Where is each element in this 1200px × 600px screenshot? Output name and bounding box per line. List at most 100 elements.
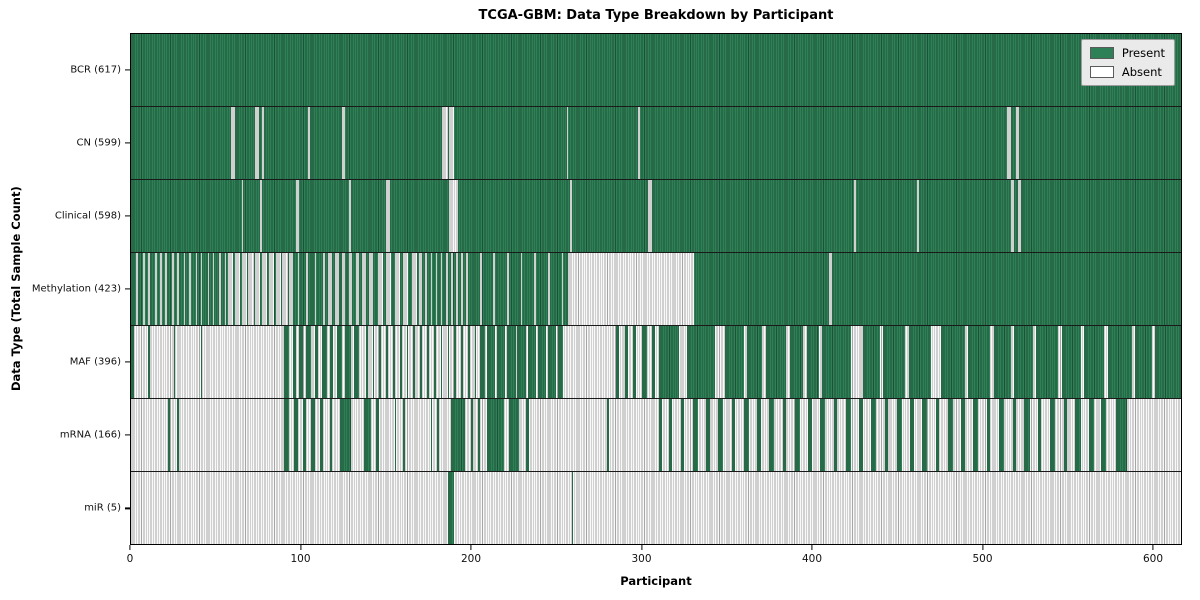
absent-run — [154, 253, 157, 325]
present-run — [624, 326, 628, 398]
present-run — [668, 399, 673, 471]
absent-run — [171, 253, 174, 325]
present-run — [440, 326, 443, 398]
present-run — [993, 326, 1011, 398]
absent-run — [561, 253, 564, 325]
legend: Present Absent — [1080, 39, 1175, 86]
absent-run — [183, 253, 186, 325]
heatmap-row-cn — [131, 106, 1181, 179]
present-run — [789, 326, 804, 398]
present-run — [1049, 399, 1056, 471]
absent-run — [165, 253, 167, 325]
present-run — [176, 399, 179, 471]
y-tick-mark — [125, 142, 130, 144]
absent-run — [348, 253, 353, 325]
present-run — [1014, 326, 1033, 398]
present-run — [757, 399, 761, 471]
present-run — [821, 326, 851, 398]
absent-run — [418, 253, 422, 325]
absent-run — [493, 253, 496, 325]
present-run — [474, 326, 477, 398]
heatmap-row-clinical — [131, 179, 1181, 252]
present-run — [321, 326, 327, 398]
present-run — [302, 399, 307, 471]
present-run — [427, 326, 429, 398]
present-run — [1061, 326, 1081, 398]
absent-run — [268, 253, 274, 325]
y-tick-mark — [125, 68, 130, 71]
absent-run — [200, 253, 203, 325]
present-run — [973, 399, 979, 471]
present-run — [871, 399, 877, 471]
plot-area: Present Absent — [130, 33, 1182, 545]
absent-run — [296, 180, 300, 252]
present-run — [430, 399, 433, 471]
present-run — [437, 399, 439, 471]
present-run — [947, 399, 953, 471]
present-run — [306, 326, 312, 398]
present-run — [1116, 399, 1127, 471]
absent-run — [403, 253, 409, 325]
absent-run — [450, 253, 453, 325]
absent-run — [282, 253, 288, 325]
present-run — [820, 399, 826, 471]
absent-run — [377, 253, 383, 325]
x-tick-mark — [640, 545, 643, 550]
x-tick-label-300: 300 — [631, 553, 652, 565]
x-tick-label-200: 200 — [460, 553, 482, 565]
x-tick-mark — [299, 545, 302, 550]
present-run — [399, 326, 402, 398]
y-tick-mark — [125, 361, 130, 363]
present-run — [558, 326, 564, 398]
heatmap-row-mir — [131, 471, 1181, 544]
absent-run — [456, 253, 458, 325]
present-run — [413, 326, 416, 398]
present-run — [1063, 399, 1067, 471]
present-run — [379, 326, 382, 398]
absent-run — [547, 253, 550, 325]
absent-run — [255, 107, 259, 179]
present-run — [376, 399, 380, 471]
present-run — [769, 399, 775, 471]
absent-run — [425, 253, 428, 325]
absent-run — [212, 253, 215, 325]
absent-run — [262, 253, 268, 325]
present-run — [148, 326, 150, 398]
present-run — [406, 326, 409, 398]
present-run — [806, 326, 819, 398]
y-tick-label-mrna: mRNA (166) — [59, 429, 121, 441]
present-run — [353, 326, 360, 398]
present-run — [884, 399, 889, 471]
absent-run — [148, 253, 150, 325]
present-run — [1135, 326, 1153, 398]
absent-run — [231, 107, 235, 179]
present-run — [1107, 326, 1132, 398]
present-run — [294, 399, 298, 471]
absent-run — [479, 253, 482, 325]
present-run — [862, 326, 880, 398]
absent-run — [241, 253, 247, 325]
present-run — [372, 326, 375, 398]
present-run — [547, 326, 557, 398]
absent-run — [648, 180, 652, 252]
x-tick-label-500: 500 — [972, 553, 993, 565]
x-tick-label-100: 100 — [290, 553, 311, 565]
absent-run — [314, 253, 317, 325]
present-run — [450, 399, 465, 471]
present-run — [131, 326, 135, 398]
present-run — [986, 399, 991, 471]
absent-run — [568, 253, 695, 325]
x-tick-mark — [981, 545, 984, 550]
present-run — [743, 399, 749, 471]
present-run — [479, 326, 485, 398]
absent-run — [275, 253, 281, 325]
present-run — [314, 326, 319, 398]
absent-run — [442, 107, 448, 179]
y-tick-label-clinical: Clinical (598) — [54, 210, 121, 222]
absent-run — [224, 253, 227, 325]
absent-run — [355, 253, 360, 325]
present-run — [794, 399, 800, 471]
absent-swatch-icon — [1089, 66, 1114, 78]
present-run — [883, 326, 906, 398]
absent-run — [570, 180, 572, 252]
